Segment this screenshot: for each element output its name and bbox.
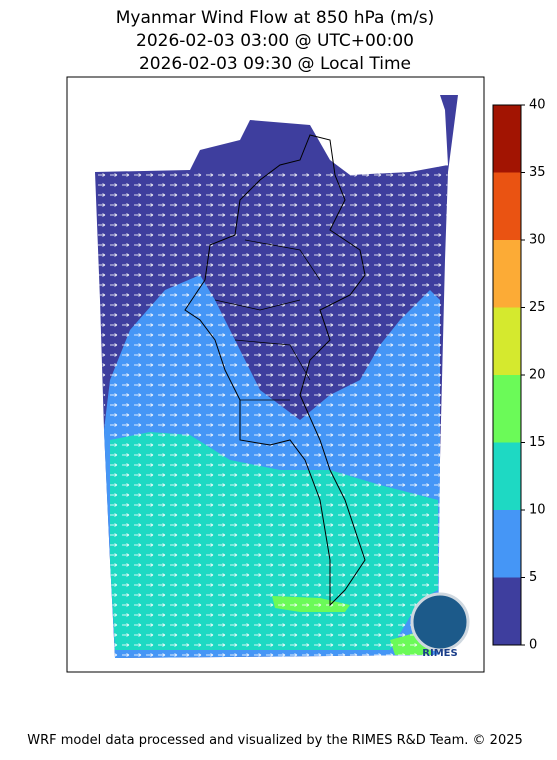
colorbar-segment (493, 442, 521, 510)
title-line: Myanmar Wind Flow at 850 hPa (m/s) (116, 8, 434, 28)
colorbar-segment (493, 307, 521, 375)
colorbar-segment (493, 577, 521, 645)
colorbar-tick-label: 30 (529, 233, 546, 248)
colorbar-segment (493, 375, 521, 443)
title-line: 2026-02-03 09:30 @ Local Time (139, 54, 411, 74)
colorbar-segment (493, 510, 521, 578)
colorbar-tick-label: 0 (529, 638, 537, 653)
colorbar-tick-label: 20 (529, 368, 546, 383)
colorbar-tick-label: 40 (529, 98, 546, 113)
state-borders (214, 239, 321, 401)
footer: WRF model data processed and visualized … (27, 733, 523, 748)
country-outline (184, 134, 366, 607)
colorbar-tick-label: 15 (529, 435, 546, 450)
logo: RIMES (410, 592, 470, 659)
wind-arrows (95, 165, 448, 658)
colorbar-segment (493, 105, 521, 173)
map: RIMES (66, 76, 485, 673)
colorbar-tick-label: 35 (529, 165, 546, 180)
logo-text: RIMES (422, 648, 457, 659)
colorbar-tick-label: 25 (529, 300, 546, 315)
colorbar-segment (493, 172, 521, 240)
colorbar-tick-label: 5 (529, 570, 537, 585)
title-line: 2026-02-03 03:00 @ UTC+00:00 (136, 31, 414, 51)
colorbar: 0 5 10 15 20 25 30 35 40 (492, 98, 546, 653)
colorbar-segment (493, 240, 521, 308)
colorbar-tick-label: 10 (529, 503, 546, 518)
